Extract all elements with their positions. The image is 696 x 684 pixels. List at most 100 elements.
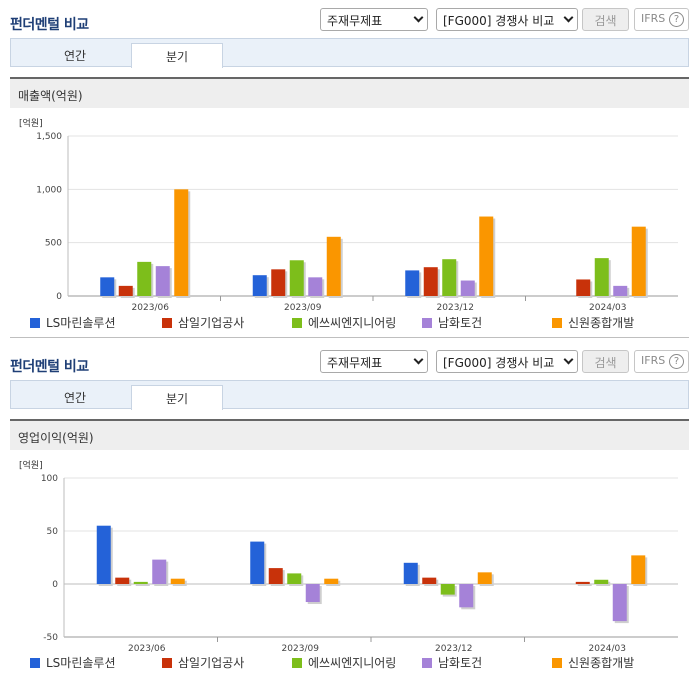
bar [324, 578, 339, 584]
tab-quarterly[interactable]: 분기 [131, 43, 223, 68]
bar [305, 584, 320, 603]
x-tick-label: 2024/03 [589, 644, 626, 654]
legend-item[interactable]: 삼일기업공사 [162, 314, 244, 331]
tab-quarterly[interactable]: 분기 [131, 385, 223, 410]
legend-item[interactable]: 에쓰씨엔지니어링 [292, 314, 396, 331]
bar [477, 572, 492, 584]
competitor-select-value: [FG000] 경쟁사 비교 [443, 14, 555, 28]
bar [250, 541, 265, 584]
help-icon[interactable]: ? [669, 12, 684, 27]
legend-label: 에쓰씨엔지니어링 [308, 656, 397, 670]
legend-item[interactable]: LS마린솔루션 [30, 314, 116, 331]
bar [174, 189, 189, 296]
bar [442, 259, 457, 296]
panel-divider [10, 337, 689, 338]
operating-profit-bar-chart: [억원] 100 50 0 -50 2023/06 2023/09 2023/12 2024/0… [19, 459, 678, 654]
y-tick-label: -50 [43, 633, 58, 643]
bar [271, 269, 286, 296]
period-tabs: 연간 분기 [10, 38, 689, 68]
legend-item[interactable]: 신원종합개발 [552, 314, 634, 331]
y-tick-label: 500 [45, 239, 62, 249]
legend-swatch [162, 318, 172, 328]
y-tick-label: 0 [52, 580, 58, 590]
legend-swatch [422, 318, 432, 328]
bar [137, 261, 152, 296]
bar-shadow [577, 583, 592, 586]
bar-shadow [135, 583, 150, 586]
legend-item[interactable]: 삼일기업공사 [162, 654, 244, 671]
y-tick-label: 50 [47, 527, 59, 537]
y-tick-label: 1,000 [36, 185, 62, 195]
chart-legend: LS마린솔루션 삼일기업공사 에쓰씨엔지니어링 남화토건 신원종합개발 [30, 314, 690, 330]
bar [118, 285, 133, 296]
bar [631, 226, 646, 296]
statement-select[interactable]: 주재무제표 [320, 8, 428, 31]
legend-swatch [162, 658, 172, 668]
bar [575, 581, 590, 584]
legend-item[interactable]: 남화토건 [422, 314, 482, 331]
statement-select[interactable]: 주재무제표 [320, 350, 428, 373]
legend-swatch [30, 658, 40, 668]
y-unit-label: [억원] [19, 117, 43, 129]
legend-swatch [292, 658, 302, 668]
legend-swatch [552, 318, 562, 328]
legend-swatch [422, 658, 432, 668]
x-tick-label: 2024/03 [589, 303, 626, 313]
x-tick-label: 2023/06 [132, 303, 170, 313]
help-icon[interactable]: ? [669, 354, 684, 369]
bar [170, 578, 185, 584]
x-tick-label: 2023/12 [435, 644, 472, 654]
period-tabs: 연간 분기 [10, 380, 689, 410]
legend-item[interactable]: LS마린솔루션 [30, 654, 116, 671]
legend-item[interactable]: 신원종합개발 [552, 654, 634, 671]
bar [594, 258, 609, 296]
search-button[interactable]: 검색 [582, 350, 629, 373]
ifrs-label: IFRS [641, 12, 666, 25]
competitor-select-value: [FG000] 경쟁사 비교 [443, 356, 555, 370]
fundamental-panel-operating-profit: 펀더멘털 비교 주재무제표 [FG000] 경쟁사 비교 검색 IFRS ? 연… [0, 342, 696, 684]
statement-select-value: 주재무제표 [327, 356, 383, 370]
legend-label: 남화토건 [438, 316, 483, 330]
legend-label: 에쓰씨엔지니어링 [308, 316, 397, 330]
tab-annual[interactable]: 연간 [63, 391, 87, 405]
bar [115, 577, 130, 584]
x-tick-label: 2023/12 [437, 303, 474, 313]
ifrs-label: IFRS [641, 354, 666, 367]
bar [252, 275, 267, 296]
bar [440, 584, 455, 595]
y-unit-label: [억원] [19, 459, 43, 471]
bar [289, 260, 304, 296]
legend-item[interactable]: 에쓰씨엔지니어링 [292, 654, 396, 671]
bar [576, 279, 591, 296]
tab-annual[interactable]: 연간 [63, 49, 87, 63]
bar [155, 266, 170, 296]
bar [308, 277, 323, 296]
ifrs-button[interactable]: IFRS ? [634, 350, 689, 373]
y-tick-label: 100 [41, 474, 58, 484]
x-tick-label: 2023/09 [282, 644, 320, 654]
legend-label: 신원종합개발 [568, 656, 635, 670]
competitor-select[interactable]: [FG000] 경쟁사 비교 [436, 8, 578, 31]
legend-item[interactable]: 남화토건 [422, 654, 482, 671]
panel-title: 펀더멘털 비교 [10, 359, 89, 375]
bar [631, 555, 646, 584]
panel-header: 펀더멘털 비교 주재무제표 [FG000] 경쟁사 비교 검색 IFRS ? [0, 342, 696, 378]
legend-swatch [292, 318, 302, 328]
bar [612, 584, 627, 622]
ifrs-button[interactable]: IFRS ? [634, 8, 689, 31]
legend-swatch [552, 658, 562, 668]
bar [100, 277, 115, 296]
bar [594, 579, 609, 584]
bar [403, 562, 418, 584]
legend-label: 신원종합개발 [568, 316, 635, 330]
y-tick-label: 1,500 [36, 132, 62, 142]
bar [460, 280, 475, 296]
competitor-select[interactable]: [FG000] 경쟁사 비교 [436, 350, 578, 373]
bar [613, 285, 628, 296]
legend-label: 삼일기업공사 [178, 316, 245, 330]
search-button[interactable]: 검색 [582, 8, 629, 31]
legend-label: LS마린솔루션 [46, 656, 116, 670]
bar [326, 236, 341, 296]
fundamental-panel-sales: 펀더멘털 비교 주재무제표 [FG000] 경쟁사 비교 검색 IFRS ? 연… [10, 8, 690, 338]
legend-label: 남화토건 [438, 656, 483, 670]
